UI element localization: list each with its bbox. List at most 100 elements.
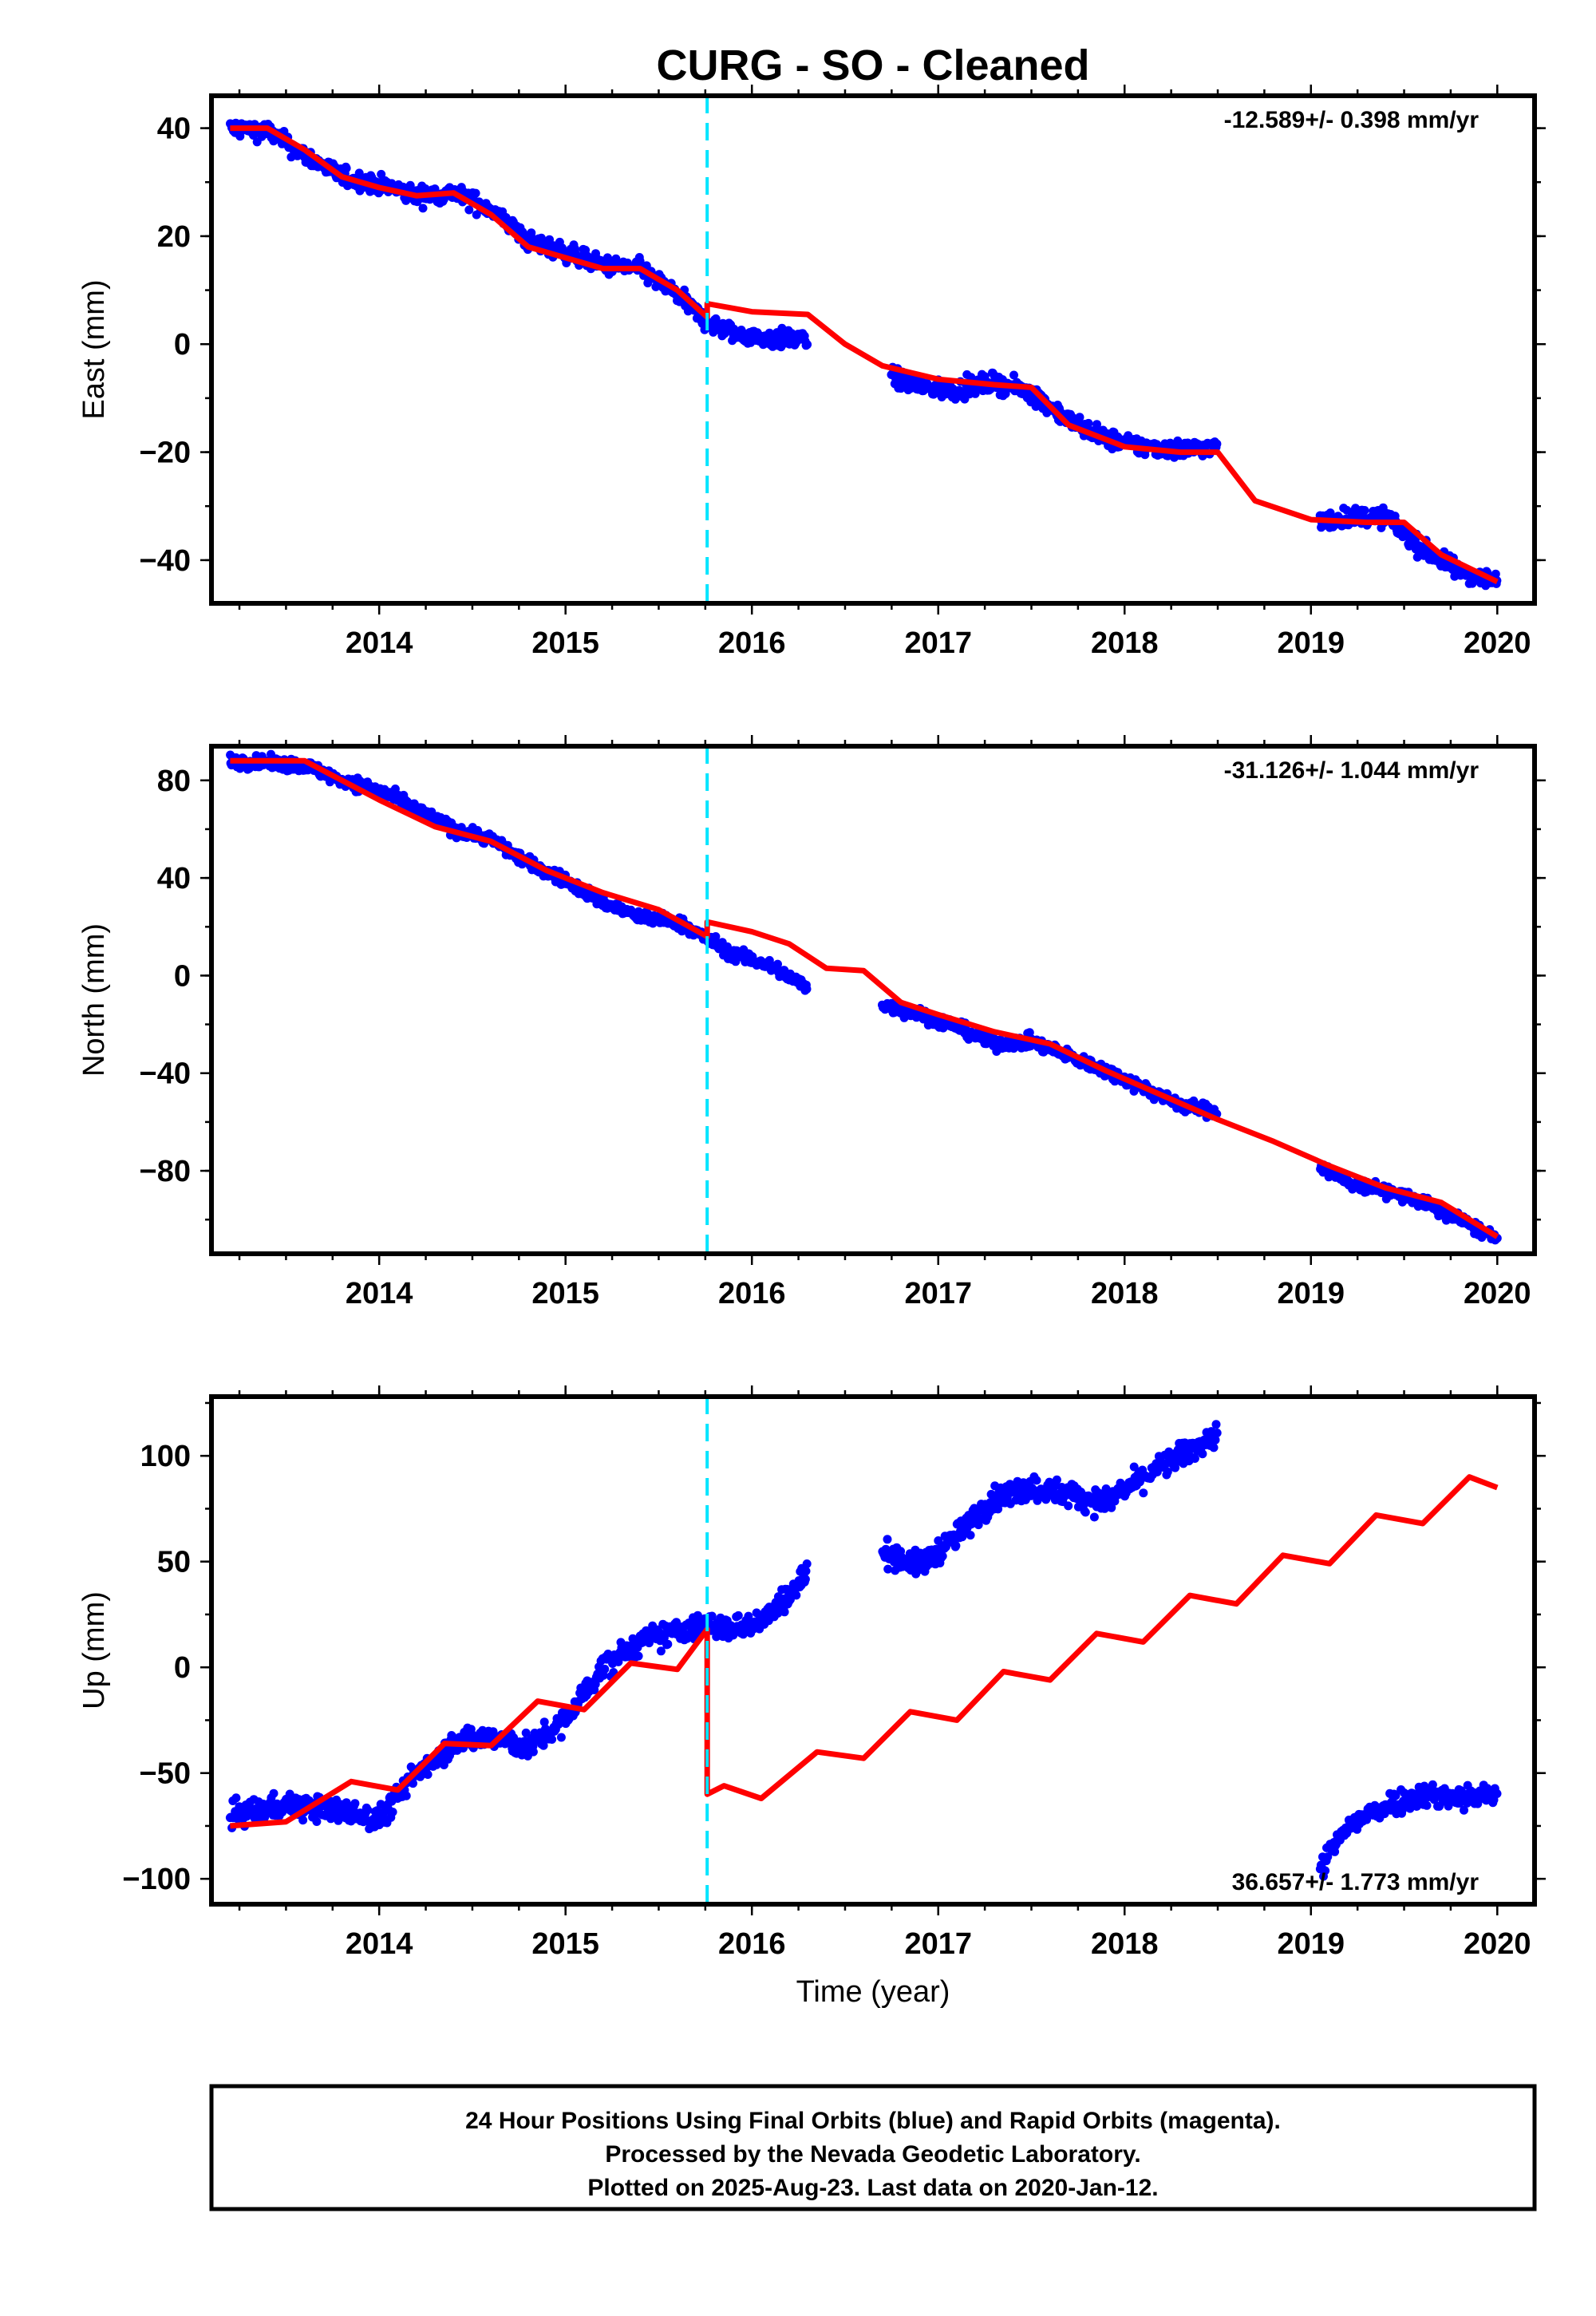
model-fit-line [230,125,1499,585]
observed-point [1492,1789,1502,1798]
x-tick-label: 2019 [1278,1277,1345,1310]
observed-point [800,1575,810,1584]
y-tick-label: 50 [157,1546,191,1579]
y-tick-label: 0 [174,328,191,362]
panel-frame [209,744,1537,1256]
x-tick-label: 2018 [1091,626,1159,660]
x-tick-label: 2014 [346,626,413,660]
y-tick-label: 40 [157,862,191,895]
observed-point [600,1664,610,1674]
panel-frame [209,1394,1537,1907]
observed-point [1391,1791,1400,1800]
observed-point [1323,1852,1333,1862]
observed-point [547,1735,557,1744]
y-tick-label: 80 [157,765,191,798]
x-tick-label: 2017 [904,1277,972,1310]
footer-box: 24 Hour Positions Using Final Orbits (bl… [209,2084,1537,2211]
observed-point [634,1651,643,1661]
observed-point [1211,1435,1220,1445]
x-tick-label: 2018 [1091,1927,1159,1961]
observed-point [471,188,480,198]
observed-point [1080,1508,1090,1517]
observed-point [1084,418,1093,428]
observed-point [883,1535,892,1544]
observed-point [1212,1429,1222,1437]
observed-point [350,1799,360,1808]
y-tick-label: 0 [174,959,191,993]
observed-point [501,212,511,222]
observed-point [556,1733,566,1742]
north-panel: −80 −40 0 40 80 2014 2015 2016 2017 2018 2019 2020 N… [77,735,1546,1310]
observed-point [539,1717,549,1727]
x-tick-label: 2016 [718,1277,786,1310]
east-panel: −40 −20 0 20 40 2014 2015 2016 2017 2018 2019 2020 E… [77,85,1546,660]
y-tick-label: −40 [140,544,191,578]
y-axis-label: North (mm) [77,923,111,1077]
observed-point [792,1591,801,1600]
x-axis-label: Time (year) [796,1975,950,2009]
y-tick-label: −20 [140,437,191,470]
observed-points [225,1420,1502,1881]
observed-point [1342,505,1352,515]
observed-point [1052,1475,1061,1484]
y-tick-label: 0 [174,1651,191,1685]
up-panel: −100 −50 0 50 100 2014 2015 2016 2017 2018 2019 202… [77,1385,1546,2009]
y-tick-label: 20 [157,220,191,254]
y-axis-label: Up (mm) [77,1591,111,1709]
observed-point [1321,1866,1330,1875]
velocity-annotation: 36.657+/- 1.773 mm/yr [1232,1869,1479,1895]
observed-point [1212,439,1222,449]
observed-point [1009,370,1018,380]
x-tick-label: 2020 [1464,1927,1531,1961]
observed-point [1092,420,1101,429]
panel-frame [209,93,1537,606]
observed-point [1325,508,1335,518]
observed-point [312,1817,322,1826]
observed-point [464,205,474,215]
observed-point [1089,1512,1099,1522]
observed-point [409,1779,417,1788]
footer-line-2: Processed by the Nevada Geodetic Laborat… [605,2141,1140,2168]
model-fit-line [230,1474,1499,1829]
x-tick-label: 2017 [904,1927,972,1961]
observed-point [801,1567,811,1576]
observed-point [1163,1467,1172,1476]
observed-point [1360,506,1369,515]
x-tick-label: 2015 [531,1277,599,1310]
x-tick-label: 2019 [1278,1927,1345,1961]
y-tick-label: −100 [122,1863,191,1896]
observed-point [269,1788,279,1798]
observed-point [545,235,554,244]
velocity-annotation: -31.126+/- 1.044 mm/yr [1224,757,1479,784]
y-axis-label: East (mm) [77,279,111,419]
observed-point [802,984,812,994]
observed-point [803,340,812,350]
observed-point [663,1639,673,1649]
observed-point [1460,1805,1468,1815]
observed-point [966,1531,975,1540]
figure-title: CURG - SO - Cleaned [656,41,1089,89]
observed-point [1101,1484,1111,1493]
observed-points [226,749,1502,1245]
observed-point [1422,1800,1432,1810]
x-tick-label: 2016 [718,626,786,660]
observed-point [1209,1443,1219,1452]
y-tick-label: 100 [140,1440,191,1473]
observed-point [521,1728,531,1737]
y-tick-label: −80 [140,1155,191,1188]
observed-point [423,1770,433,1779]
observed-point [951,1541,961,1551]
observed-point [342,164,351,173]
observed-point [1032,1476,1041,1485]
observed-point [1198,1449,1207,1459]
observed-point [938,1551,947,1561]
observed-point [1064,1501,1073,1511]
plot-area [225,1420,1502,1881]
observed-point [298,1816,308,1825]
observed-point [418,204,428,213]
observed-point [405,180,415,190]
x-tick-label: 2016 [718,1927,786,1961]
plot-area [226,118,1502,591]
observed-point [707,1611,717,1621]
